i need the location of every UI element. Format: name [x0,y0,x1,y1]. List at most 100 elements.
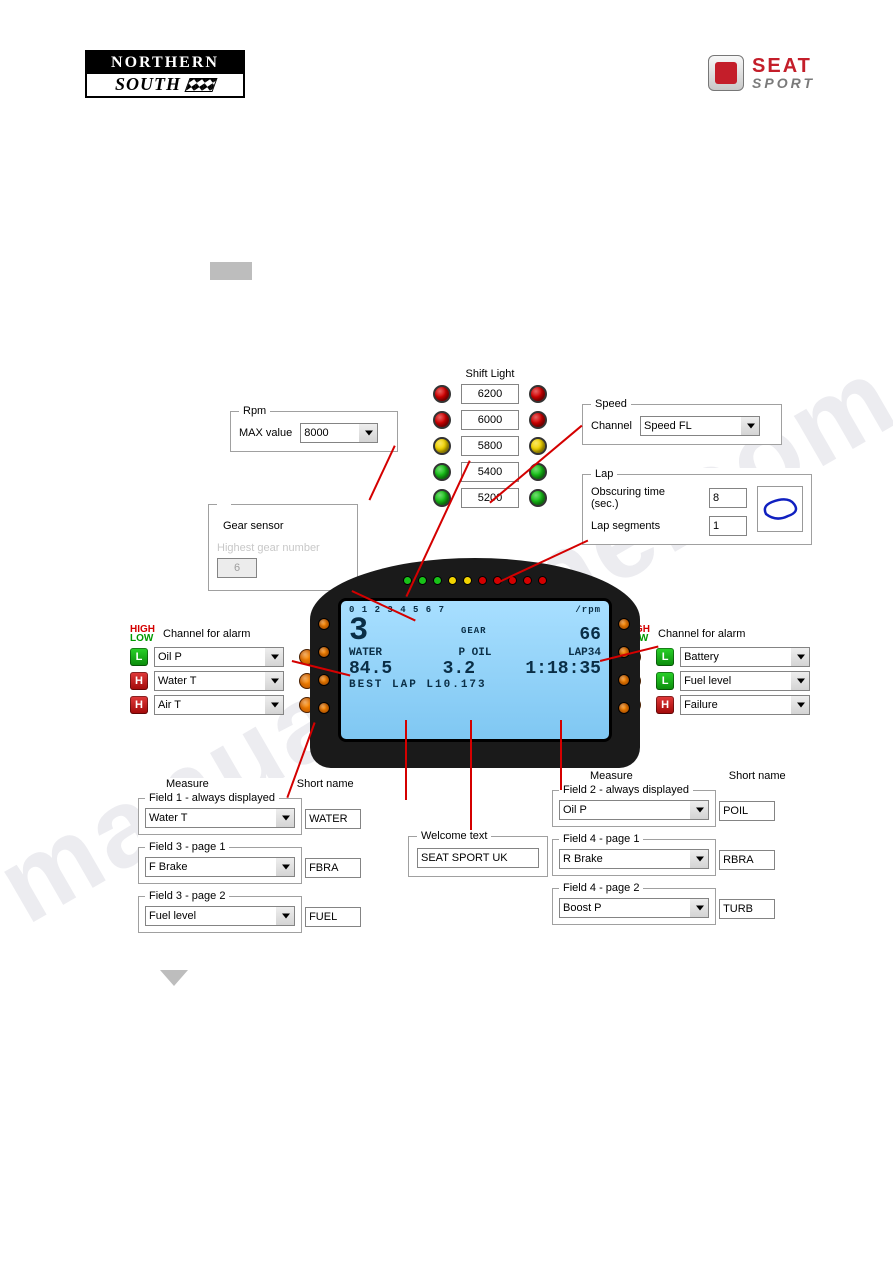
shift-led-right [529,411,547,429]
checkered-flag-icon [184,78,217,92]
field-group: Field 3 - page 2 Fuel level [138,890,302,933]
alarm-channel-select[interactable]: Oil P [154,647,284,667]
field-shortname-input[interactable] [719,899,775,919]
speed-channel-label: Channel [591,420,632,432]
screen-l3c: 1:18:35 [525,659,601,679]
field-legend: Field 1 - always displayed [145,792,279,804]
fields-left-measure-title: Measure [166,778,209,790]
rpm-max-label: MAX value [239,427,292,439]
alarm-badge[interactable]: L [656,648,674,666]
field-measure-select[interactable]: Boost P [559,898,709,918]
gear-sensor-title: Gear sensor [223,520,349,532]
lap-segments-label: Lap segments [591,520,660,532]
logo-northern-south: NORTHERN SOUTH [85,50,245,98]
field-measure-select[interactable]: Water T [145,808,295,828]
shift-light-row [400,462,580,482]
screen-rpm-label: /rpm [575,605,601,615]
alarm-channel-select[interactable]: Water T [154,671,284,691]
field-shortname-input[interactable] [305,809,361,829]
fields-right-measure-title: Measure [590,770,633,782]
shift-value-input[interactable] [461,488,519,508]
shift-value-input[interactable] [461,436,519,456]
alarm-channel-select[interactable]: Battery [680,647,810,667]
pointer-line [369,445,396,500]
shift-led-right [529,489,547,507]
field-legend: Field 3 - page 1 [145,841,229,853]
shift-light-row [400,436,580,456]
field-measure-select[interactable]: F Brake [145,857,295,877]
rpm-legend: Rpm [239,405,270,417]
field-shortname-input[interactable] [719,850,775,870]
field-group: Field 3 - page 1 F Brake [138,841,302,884]
gear-highest-input [217,558,257,578]
alarm-channel-select[interactable]: Failure [680,695,810,715]
alarm-badge[interactable]: H [656,696,674,714]
logo-bottom-text: SOUTH [115,74,181,95]
field-group: Field 4 - page 2 Boost P [552,882,716,925]
alarm-badge[interactable]: H [130,696,148,714]
shift-light-row [400,384,580,404]
field-legend: Field 4 - page 2 [559,882,643,894]
shift-led-left [433,437,451,455]
shift-led-right [529,437,547,455]
track-map-icon [757,486,803,532]
shift-led-left [433,411,451,429]
field-measure-select[interactable]: Oil P [559,800,709,820]
alarm-channel-select[interactable]: Fuel level [680,671,810,691]
alarm-badge[interactable]: L [130,648,148,666]
high-low-indicator: HIGHLOW [130,625,155,643]
field-legend: Field 2 - always displayed [559,784,693,796]
field-group: Field 1 - always displayed Water T [138,792,302,835]
lap-group: Lap Obscuring time (sec.) Lap segments [582,468,812,545]
pointer-line [560,720,562,790]
field-group: Field 2 - always displayed Oil P [552,784,716,827]
alarm-row: L Battery [625,647,845,667]
screen-l3a: 84.5 [349,659,392,679]
field-group: Field 4 - page 1R Brake [552,833,716,876]
shift-light-row [400,488,580,508]
gray-bar [210,262,252,280]
shift-led-right [529,385,547,403]
alarm-left-header: Channel for alarm [163,628,250,640]
shift-light-title: Shift Light [400,368,580,380]
alarm-row: L Fuel level [625,671,845,691]
gear-highest-label: Highest gear number [217,542,349,554]
alarm-row: H Failure [625,695,845,715]
pointer-line [470,720,472,830]
logo-seat-sport: SEAT SPORT [708,55,815,91]
alarm-channel-select[interactable]: Air T [154,695,284,715]
lap-obscuring-input[interactable] [709,488,747,508]
speed-legend: Speed [591,398,631,410]
screen-l2c: LAP34 [568,647,601,659]
field-measure-select[interactable]: Fuel level [145,906,295,926]
field-measure-select[interactable]: R Brake [559,849,709,869]
welcome-legend: Welcome text [417,830,491,842]
shift-light-row [400,410,580,430]
shift-value-input[interactable] [461,462,519,482]
device-screen: 0 1 2 3 4 5 6 7/rpm 3 GEAR 66 WATER P OI… [338,598,612,742]
lap-legend: Lap [591,468,617,480]
shift-value-input[interactable] [461,384,519,404]
pointer-line [405,720,407,800]
field-shortname-input[interactable] [305,858,361,878]
welcome-input[interactable] [417,848,539,868]
screen-gear-label: GEAR [461,626,487,636]
welcome-group: Welcome text [408,830,548,877]
shift-light-group: Shift Light [400,368,580,514]
screen-l4: BEST LAP L10.173 [349,679,601,691]
alarm-badge[interactable]: L [656,672,674,690]
seat-badge-icon [708,55,744,91]
screen-gear-value: 3 [349,615,368,647]
field-legend: Field 3 - page 2 [145,890,229,902]
shift-led-left [433,385,451,403]
alarm-badge[interactable]: H [130,672,148,690]
shift-led-left [433,463,451,481]
field-shortname-input[interactable] [719,801,775,821]
shift-value-input[interactable] [461,410,519,430]
rpm-max-select[interactable]: 8000 [300,423,378,443]
logo-top-text: NORTHERN [87,52,243,74]
speed-channel-select[interactable]: Speed FL [640,416,760,436]
device-top-leds [310,576,640,585]
field-shortname-input[interactable] [305,907,361,927]
lap-segments-input[interactable] [709,516,747,536]
